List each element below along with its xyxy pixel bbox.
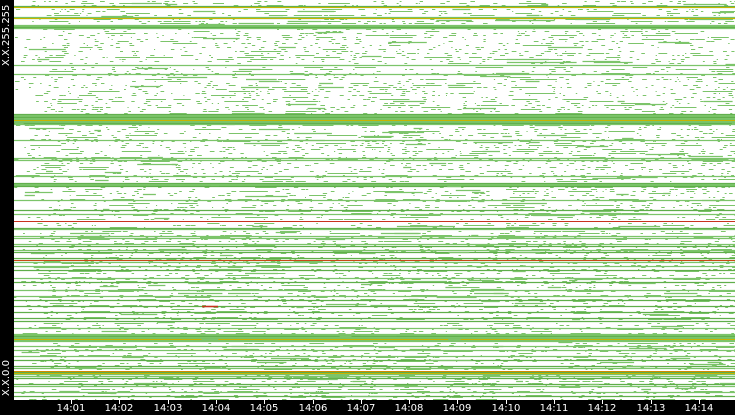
y-axis-top-label: X.X.255.255 [1, 4, 12, 66]
y-axis: X.X.255.255 X.X.0.0 [0, 0, 14, 400]
address-time-plot[interactable] [14, 0, 735, 400]
activity-lines-canvas [14, 1, 735, 400]
y-axis-bottom-label: X.X.0.0 [1, 360, 12, 396]
